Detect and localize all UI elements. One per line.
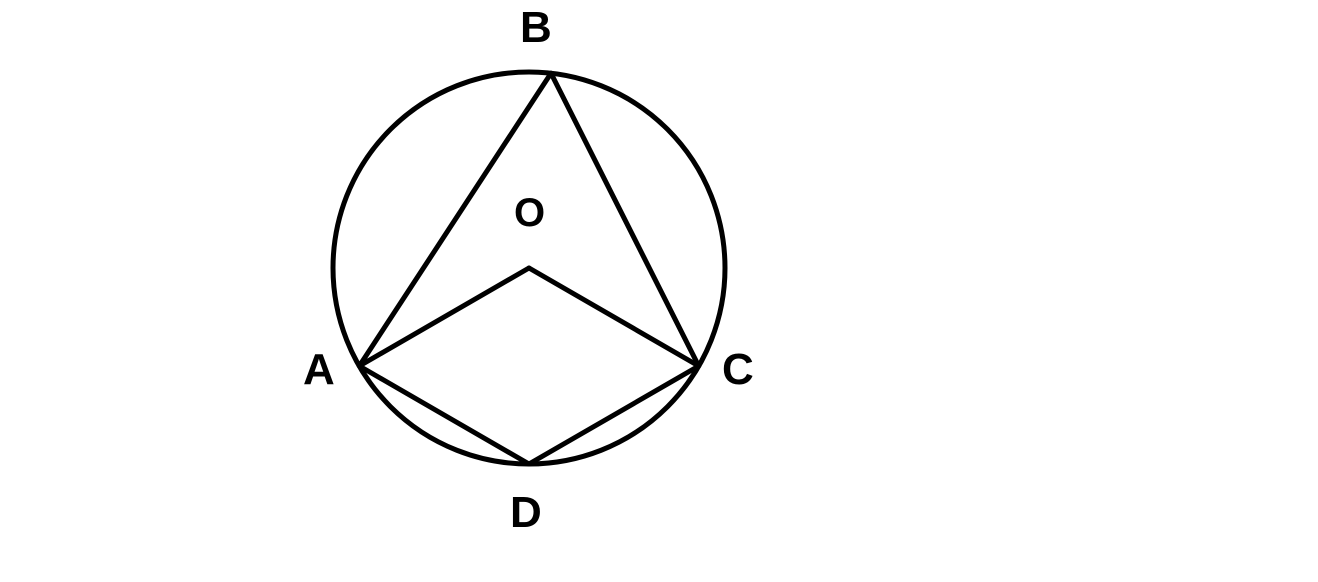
geometry-svg [0, 0, 1318, 582]
point-label-D: D [510, 488, 542, 538]
diagram-canvas: A B C D O [0, 0, 1318, 582]
center-label-O: O [514, 191, 545, 236]
point-label-A: A [303, 345, 335, 395]
point-label-B: B [520, 3, 552, 53]
point-label-C: C [722, 345, 754, 395]
